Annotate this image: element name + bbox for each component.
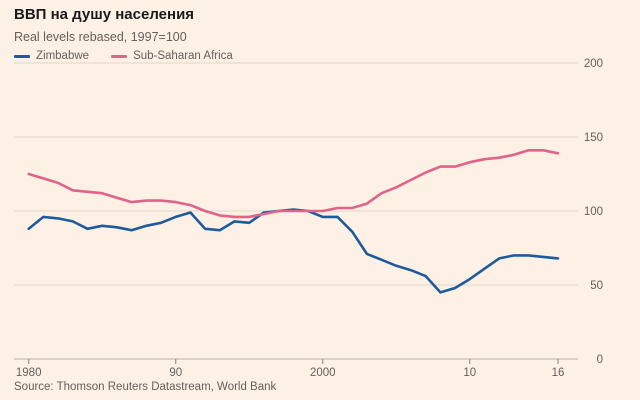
x-tick-label-2000: 2000 bbox=[310, 367, 336, 379]
chart-title: ВВП на душу населения bbox=[14, 6, 195, 23]
legend-label-zimbabwe: Zimbabwe bbox=[36, 50, 90, 62]
series-line-zimbabwe bbox=[27, 208, 560, 294]
legend: Zimbabwe Sub-Saharan Africa bbox=[14, 50, 255, 62]
series-line-sub-saharan-africa bbox=[27, 149, 560, 219]
source-note: Source: Thomson Reuters Datastream, Worl… bbox=[14, 381, 277, 393]
chart-subtitle: Real levels rebased, 1997=100 bbox=[14, 30, 187, 44]
legend-item-zimbabwe: Zimbabwe bbox=[14, 50, 89, 62]
y-tick-label-50: 50 bbox=[590, 280, 603, 292]
y-tick-label-0: 0 bbox=[597, 354, 603, 366]
x-tick-label-2010: 10 bbox=[463, 367, 476, 379]
legend-swatch-sub-saharan-africa bbox=[111, 54, 128, 58]
legend-swatch-zimbabwe bbox=[14, 54, 30, 58]
legend-label-sub-saharan-africa: Sub-Saharan Africa bbox=[133, 50, 233, 62]
x-tick-label-1980: 1980 bbox=[16, 367, 42, 379]
x-tick-label-2016: 16 bbox=[552, 367, 565, 379]
x-tick-label-1990: 90 bbox=[169, 367, 182, 379]
y-tick-label-150: 150 bbox=[584, 132, 603, 144]
y-tick-label-100: 100 bbox=[584, 206, 603, 218]
y-tick-label-200: 200 bbox=[584, 58, 603, 70]
legend-item-sub-saharan-africa: Sub-Saharan Africa bbox=[111, 50, 233, 62]
